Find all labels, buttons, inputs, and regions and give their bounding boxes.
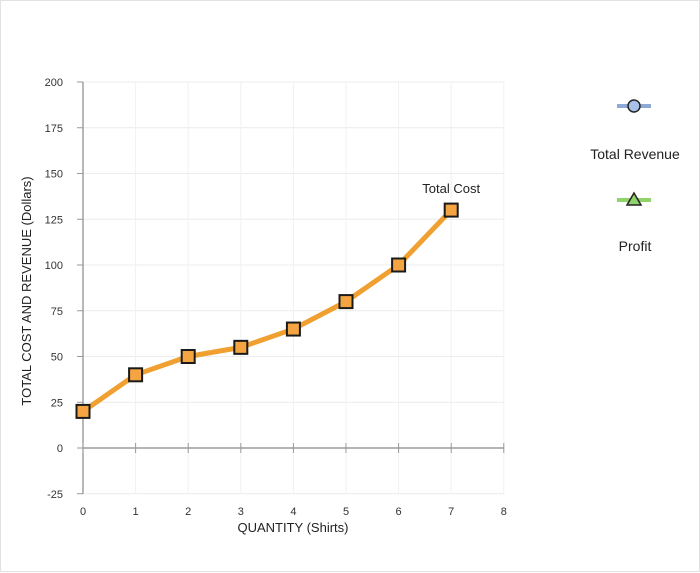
- total-cost-point[interactable]: [75, 403, 91, 419]
- x-axis-title: QUANTITY (Shirts): [238, 520, 349, 535]
- y-axis-title: TOTAL COST AND REVENUE (Dollars): [19, 176, 34, 405]
- total-cost-point[interactable]: [391, 257, 407, 273]
- y-tick-label: 25: [51, 397, 63, 409]
- x-tick-label: 0: [80, 506, 86, 518]
- legend-item-profit: Profit: [617, 191, 652, 254]
- y-tick-label: 150: [45, 169, 63, 181]
- x-tick-label: 5: [343, 506, 349, 518]
- y-tick-label: 200: [45, 77, 63, 89]
- total-cost-point[interactable]: [443, 202, 459, 218]
- y-tick-label: 175: [45, 123, 63, 135]
- y-tick-label: 75: [51, 306, 63, 318]
- y-tick-label: 125: [45, 214, 63, 226]
- total-cost-point[interactable]: [180, 349, 196, 364]
- grid: [83, 81, 505, 495]
- total-cost-annotation: Total Cost: [422, 181, 480, 196]
- x-tick-label: 8: [501, 506, 507, 518]
- y-tick-label: 50: [51, 352, 63, 364]
- total-cost-line: [80, 207, 454, 414]
- x-tick-label: 6: [396, 506, 402, 518]
- x-tick-label: 4: [290, 506, 296, 518]
- x-tick-label: 1: [133, 506, 139, 518]
- series-total-cost: [75, 202, 459, 419]
- legend-total-revenue-label: Total Revenue: [590, 146, 680, 162]
- y-tick-label: -25: [47, 489, 63, 501]
- total-cost-point[interactable]: [285, 321, 301, 337]
- legend-item-total-revenue: Total Revenue: [590, 99, 680, 162]
- legend-total-revenue-marker: [627, 99, 641, 113]
- legend-profit-label: Profit: [619, 238, 652, 254]
- legend-profit-marker: [625, 191, 643, 206]
- legend: Total Revenue Profit: [590, 99, 680, 254]
- total-cost-point[interactable]: [233, 339, 249, 355]
- total-cost-point[interactable]: [338, 294, 354, 310]
- x-axis-ticks: 0 1 2 3 4 5 6 7 8: [80, 443, 507, 518]
- x-tick-label: 7: [448, 506, 454, 518]
- total-cost-point[interactable]: [128, 367, 144, 383]
- x-tick-label: 3: [238, 506, 244, 518]
- y-tick-label: 100: [45, 260, 63, 272]
- y-axis-ticks: -25 0 25 50 75 100 125 150 175 200: [45, 77, 83, 501]
- y-tick-label: 0: [57, 443, 63, 455]
- x-tick-label: 2: [185, 506, 191, 518]
